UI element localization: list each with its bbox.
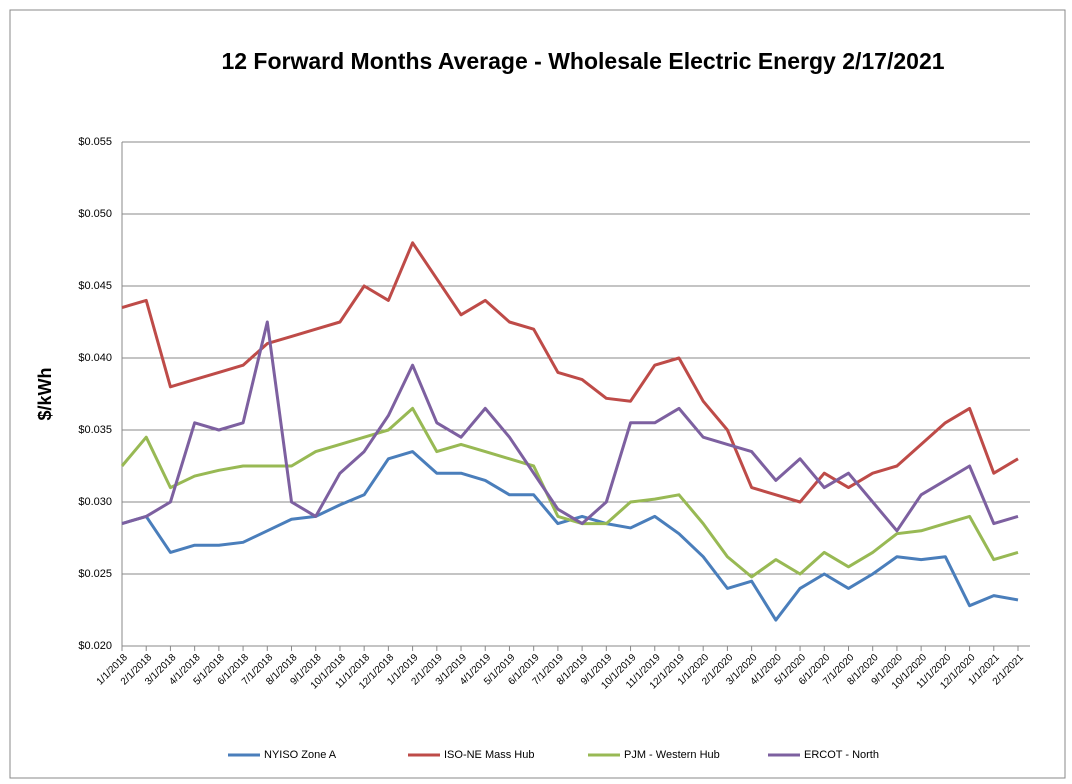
series-line <box>121 450 1019 622</box>
legend-label: ERCOT - North <box>804 749 879 761</box>
y-tick-label: $0.025 <box>78 568 112 580</box>
y-tick-label: $0.045 <box>78 280 112 292</box>
y-tick-label: $0.055 <box>78 136 112 148</box>
y-axis-label: $/kWh <box>35 367 55 420</box>
series-line <box>120 406 1019 579</box>
y-tick-label: $0.035 <box>78 424 112 436</box>
y-tick-label: $0.030 <box>78 496 112 508</box>
chart-title: 12 Forward Months Average - Wholesale El… <box>221 48 944 74</box>
legend-label: ISO-NE Mass Hub <box>444 749 534 761</box>
y-tick-label: $0.020 <box>78 640 112 652</box>
y-tick-label: $0.050 <box>78 208 112 220</box>
legend-label: PJM - Western Hub <box>624 749 720 761</box>
series-line <box>121 320 1019 533</box>
chart-border <box>9 9 1066 779</box>
y-tick-label: $0.040 <box>78 352 112 364</box>
legend-label: NYISO Zone A <box>264 749 337 761</box>
